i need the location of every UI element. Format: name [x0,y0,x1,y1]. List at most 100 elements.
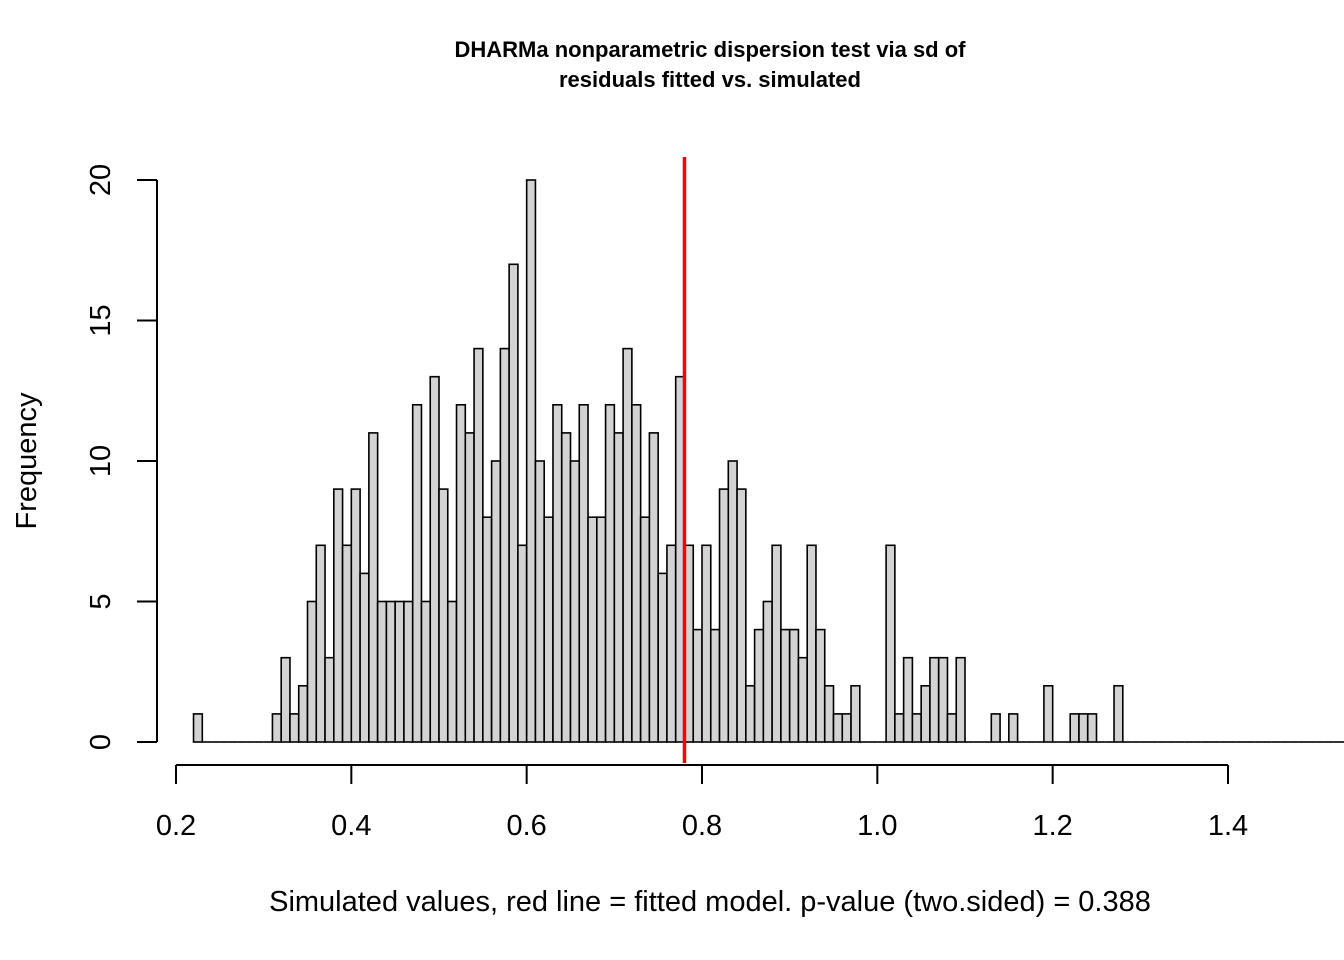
histogram-bar [315,544,326,743]
histogram-bar [955,656,966,743]
histogram-bar [534,460,545,743]
chart-title-line-1: DHARMa nonparametric dispersion test via… [455,37,967,62]
histogram-bar [446,600,458,743]
histogram-bar [797,656,808,743]
x-tick-label: 1.2 [1033,810,1073,842]
histogram-bar [823,684,835,743]
histogram-bar [499,347,510,743]
histogram-bar [1043,684,1054,743]
x-axis: 0.2 0.4 0.6 0.8 1.0 1.2 1.4 [156,764,1248,842]
histogram-bar [552,403,563,743]
histogram-bar [350,488,361,743]
histogram-bar [578,403,589,743]
x-tick-label: 0.4 [331,810,371,842]
histogram-bar [192,713,204,743]
histogram-bar [482,516,493,743]
histogram-bar [631,403,642,743]
histogram-bar [595,516,607,743]
x-tick-label: 0.8 [682,810,722,842]
histogram-bar [376,600,388,743]
histogram-bar [990,713,1001,743]
histogram-bar [324,656,335,743]
histogram-bar [490,460,502,743]
y-axis-label: Frequency [11,392,43,530]
histogram-bar [911,713,922,743]
y-tick-label: 5 [85,593,117,609]
histogram-bar [1086,713,1098,743]
histogram-bar [429,375,440,743]
x-tick-label: 0.2 [156,810,196,842]
histogram-bar [648,432,659,743]
histogram-bar [762,600,773,743]
histogram-bar [403,600,414,743]
histogram-bar [920,684,931,743]
y-tick-label: 0 [85,734,117,750]
chart-title-line-2: residuals fitted vs. simulated [559,67,861,92]
histogram-bar [587,516,598,743]
histogram-bar [289,713,300,743]
x-tick-label: 1.4 [1208,810,1248,842]
histogram-bar [946,713,958,743]
histogram-bar [385,600,396,743]
histogram-bar [727,460,738,743]
histogram-bar [929,656,940,743]
histogram-bar [709,628,721,743]
x-tick-label: 1.0 [857,810,897,842]
histogram-bar [411,403,423,743]
histogram-bar [736,488,747,743]
y-tick-label: 20 [85,164,117,196]
histogram-bar [569,460,581,743]
histogram-bar [622,347,633,743]
histogram-bar [666,544,677,743]
histogram-bar [359,572,370,743]
x-axis-label: Simulated values, red line = fitted mode… [269,886,1151,918]
histogram-bar [815,628,826,743]
y-axis: 0 5 10 15 20 [85,164,158,750]
histogram-bar [1069,713,1080,743]
y-tick-label: 15 [85,304,117,336]
histogram-bar [394,600,405,743]
histogram-bar [718,488,730,743]
y-tick-label: 10 [85,445,117,477]
histogram-bar [438,488,449,743]
histogram-bar [613,432,624,743]
histogram-bar [806,544,817,743]
histogram-bar [455,403,467,743]
histogram-bar [894,713,905,743]
x-tick-label: 0.6 [507,810,547,842]
histogram-bar [692,628,703,743]
histogram-bar [701,544,712,743]
histogram-bar [464,432,475,743]
histogram-bar [525,179,537,743]
histogram-bar [1078,713,1089,743]
histogram-bar [639,516,651,743]
histogram-bar [271,713,282,743]
histogram-bar [306,600,318,743]
histogram-bar [473,347,484,743]
histogram-bar [1008,713,1019,743]
histogram-bar [560,432,572,743]
histogram-bar [543,516,554,743]
histogram-bar [657,572,668,743]
histogram-bar [902,656,914,743]
histogram-bar [753,628,765,743]
histogram-bar [780,628,791,743]
histogram-bar [604,403,616,743]
histogram-bar [1113,684,1124,743]
histogram-bar [788,628,800,743]
histogram-bar [771,544,782,743]
histogram-bar [341,544,353,743]
histogram-bar [937,656,949,743]
histogram-bar [832,713,844,743]
histogram-bar [850,684,861,743]
histogram-bar [297,684,309,743]
histogram-bars [192,179,1344,743]
histogram-bar [368,432,379,743]
histogram-bar [508,263,519,743]
histogram-bar [745,684,756,743]
histogram-bar [517,544,528,743]
histogram-bar [280,656,291,743]
histogram-bar [332,488,344,743]
histogram-bar [885,544,896,743]
